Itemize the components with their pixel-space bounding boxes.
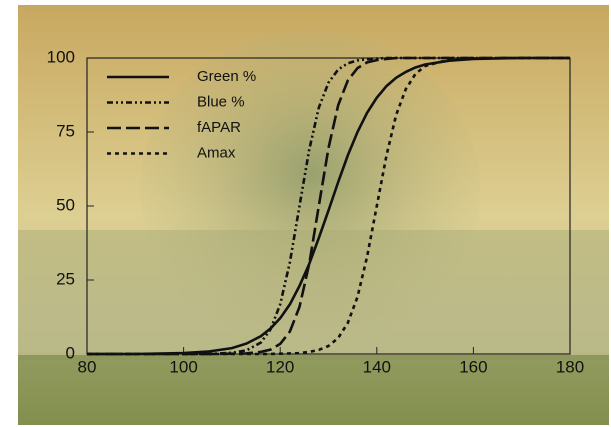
legend-label: Amax	[197, 144, 236, 161]
x-tick-label: 140	[363, 357, 391, 376]
x-tick-label: 180	[556, 357, 584, 376]
grass	[18, 355, 609, 425]
x-tick-label: 100	[169, 357, 197, 376]
y-tick-label: 0	[66, 343, 75, 362]
x-tick-label: 120	[266, 357, 294, 376]
x-tick-label: 80	[78, 357, 97, 376]
y-tick-label: 25	[56, 269, 75, 288]
legend-label: Blue %	[197, 93, 245, 110]
x-tick-label: 160	[459, 357, 487, 376]
y-tick-label: 75	[56, 121, 75, 140]
y-tick-label: 100	[47, 47, 75, 66]
legend-label: Green %	[197, 68, 256, 85]
legend-label: fAPAR	[197, 119, 241, 136]
page: 0 25 50 75 100 80 100 120 140 160 180 Green % Blue %…	[0, 0, 611, 427]
y-tick-label: 50	[56, 195, 75, 214]
chart: 0 25 50 75 100 80 100 120 140 160 180 Green % Blue %…	[0, 0, 611, 427]
